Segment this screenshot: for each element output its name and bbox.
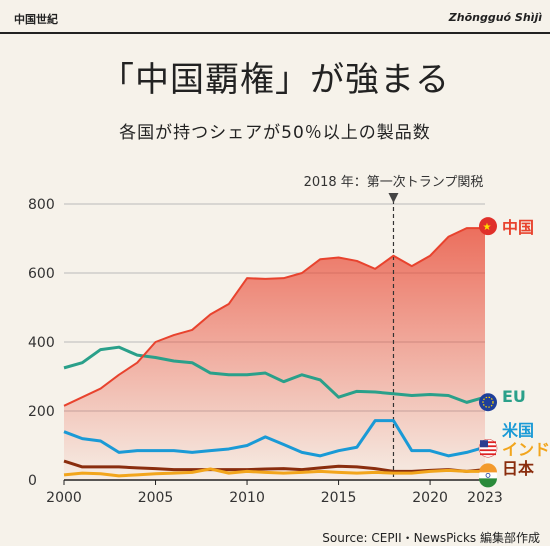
flag-star: ★ bbox=[483, 222, 492, 233]
y-tick-label: 400 bbox=[28, 335, 55, 351]
x-tick-label: 2000 bbox=[46, 490, 82, 506]
eu-end-marker bbox=[479, 393, 497, 412]
series-line-india bbox=[63, 467, 485, 478]
eu-flag-icon bbox=[479, 393, 497, 412]
flag-canton bbox=[480, 440, 488, 448]
header-bar: 中国世紀 Zhōngguó Shìjì bbox=[0, 0, 550, 34]
header-series-label: 中国世紀 bbox=[14, 13, 58, 26]
x-tick-label: 2010 bbox=[229, 490, 265, 506]
y-tick-label: 0 bbox=[28, 473, 37, 489]
x-tick-label: 2015 bbox=[321, 490, 357, 506]
series-label-china: 中国 bbox=[502, 218, 534, 237]
series-label-eu: EU bbox=[502, 387, 526, 406]
x-tick-label: 2005 bbox=[138, 490, 174, 506]
series-line-eu bbox=[63, 345, 486, 404]
annotation-marker bbox=[388, 193, 399, 203]
flag-band bbox=[479, 478, 497, 488]
x-tick-label: 2023 bbox=[467, 490, 503, 506]
series-line-us bbox=[63, 419, 486, 458]
series-label-japan: 日本 bbox=[502, 459, 534, 478]
series-label-india: インド bbox=[502, 440, 550, 459]
chart-subtitle: 各国が持つシェアが50％以上の製品数 bbox=[119, 123, 431, 143]
flag-stars bbox=[482, 396, 494, 408]
series-line-china bbox=[63, 227, 485, 407]
x-tick-label: 2020 bbox=[412, 490, 448, 506]
china-area bbox=[64, 228, 485, 480]
chart-title: 「中国覇権」が強まる bbox=[100, 60, 450, 100]
us-end-marker bbox=[478, 438, 498, 458]
flag-band bbox=[479, 463, 497, 473]
y-tick-label: 200 bbox=[28, 404, 55, 420]
india-end-marker bbox=[479, 463, 497, 488]
flag-chakra bbox=[485, 472, 491, 478]
series-label-us: 米国 bbox=[502, 421, 534, 440]
annotation-label: 2018 年：第一次トランプ関税 bbox=[304, 174, 484, 190]
y-tick-label: 800 bbox=[28, 197, 55, 213]
header-series-romanization: Zhōngguó Shìjì bbox=[448, 11, 542, 24]
china-end-marker: ★ bbox=[479, 217, 497, 236]
y-tick-label: 600 bbox=[28, 266, 55, 282]
china-flag-icon bbox=[479, 217, 497, 236]
source-note: Source: CEPII・NewsPicks 編集部作成 bbox=[322, 531, 540, 545]
series-line-japan bbox=[63, 459, 486, 473]
